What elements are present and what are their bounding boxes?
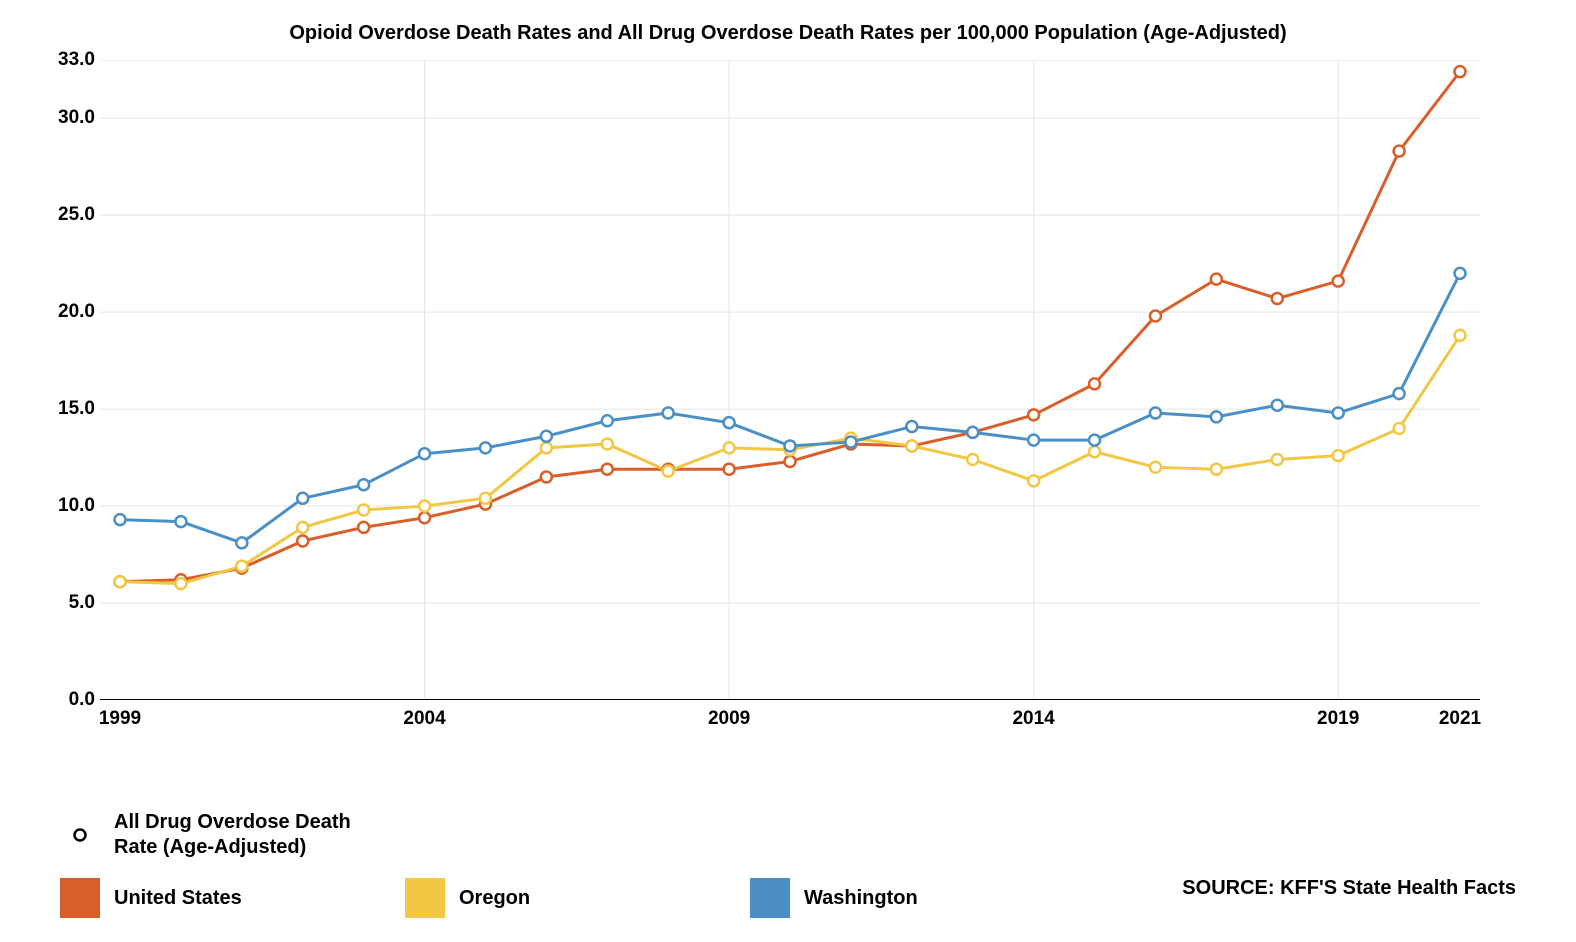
x-tick-label: 2014 <box>1012 708 1054 730</box>
chart-title: Opioid Overdose Death Rates and All Drug… <box>0 22 1576 45</box>
legend-row-marker: All Drug Overdose Death Rate (Age-Adjust… <box>60 810 1520 860</box>
legend-open-circle-icon <box>60 827 100 843</box>
x-tick-label: 2021 <box>1439 708 1481 730</box>
legend-marker-label: All Drug Overdose Death Rate (Age-Adjust… <box>114 810 374 860</box>
legend-swatch <box>405 878 445 918</box>
legend-item: Oregon <box>405 878 710 918</box>
legend-item-marker: All Drug Overdose Death Rate (Age-Adjust… <box>60 810 374 860</box>
x-tick-label: 2004 <box>403 708 445 730</box>
chart-source: SOURCE: KFF'S State Health Facts <box>1182 877 1516 900</box>
chart-svg <box>100 60 1480 700</box>
legend-swatch <box>750 878 790 918</box>
chart-page: Opioid Overdose Death Rates and All Drug… <box>0 0 1576 942</box>
y-tick-label: 30.0 <box>40 107 95 129</box>
y-tick-label: 0.0 <box>40 689 95 711</box>
x-tick-label: 2019 <box>1317 708 1359 730</box>
legend-label: Washington <box>804 886 918 911</box>
chart-plot-area <box>100 60 1480 700</box>
legend-swatch <box>60 878 100 918</box>
x-tick-label: 1999 <box>99 708 141 730</box>
x-axis-labels: 1999 2004 2009 2014 2019 2021 <box>100 708 1480 738</box>
y-tick-label: 33.0 <box>40 49 95 71</box>
y-tick-label: 20.0 <box>40 301 95 323</box>
y-tick-label: 10.0 <box>40 495 95 517</box>
y-tick-label: 15.0 <box>40 398 95 420</box>
y-tick-label: 5.0 <box>40 592 95 614</box>
legend-item: Washington <box>750 878 1055 918</box>
chart-legend: All Drug Overdose Death Rate (Age-Adjust… <box>60 810 1520 918</box>
legend-item: United States <box>60 878 365 918</box>
y-axis-labels: 0.05.010.015.020.025.030.033.0 <box>40 60 95 700</box>
legend-label: Oregon <box>459 886 530 911</box>
y-tick-label: 25.0 <box>40 204 95 226</box>
x-tick-label: 2009 <box>708 708 750 730</box>
legend-label: United States <box>114 886 242 911</box>
